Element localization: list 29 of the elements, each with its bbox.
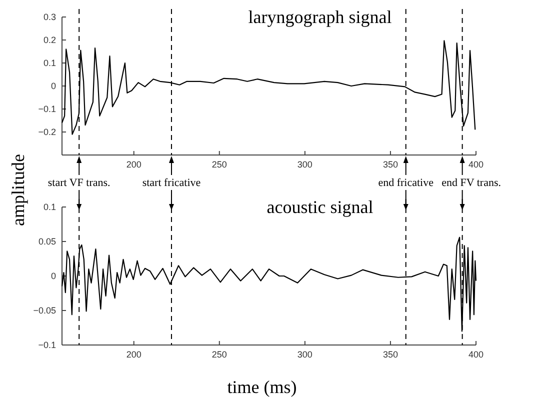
x-tick-label: 400 [468,159,484,170]
x-tick-label: 200 [126,349,142,360]
ref-line-label: start fricative [142,177,201,189]
y-tick-label: 0.1 [43,202,56,212]
chart-title: laryngograph signal [248,7,392,27]
ref-line-label: start VF trans. [48,177,111,189]
chart-title: acoustic signal [266,197,374,217]
x-tick-label: 350 [382,159,398,170]
x-tick-label: 200 [126,159,142,170]
x-axis-title: time (ms) [227,377,297,397]
y-tick-label: −0.1 [38,340,56,350]
x-tick-label: 250 [212,159,227,170]
y-tick-label: 0 [50,80,56,91]
y-tick-label: 0.05 [38,236,56,246]
x-tick-label: 300 [297,349,312,360]
y-tick-label: −0.1 [38,104,56,114]
x-tick-label: 250 [212,349,227,360]
x-tick-label: 400 [468,349,484,360]
ref-line-label: end fricative [378,177,434,189]
ref-line-label: end FV trans. [442,177,502,189]
x-tick-label: 350 [382,349,398,360]
x-tick-label: 300 [297,159,312,170]
y-tick-label: 0.1 [43,58,56,68]
y-tick-label: 0 [50,270,56,281]
y-tick-label: 0.3 [43,12,56,22]
y-axis-title: amplitude [8,154,28,226]
y-tick-label: −0.05 [33,305,56,316]
y-tick-label: −0.2 [38,126,56,137]
y-tick-label: 0.2 [43,34,56,45]
